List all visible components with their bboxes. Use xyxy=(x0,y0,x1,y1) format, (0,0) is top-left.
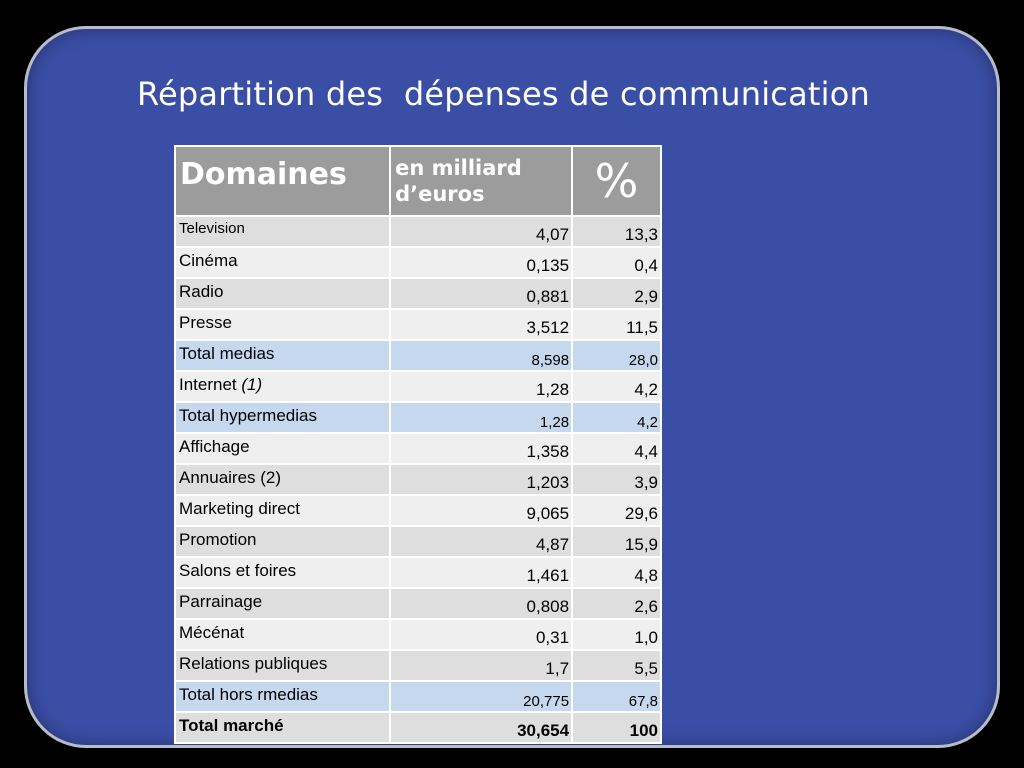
row-label-text: Total hors rmedias xyxy=(179,685,318,704)
slide-panel: Répartition des dépenses de communicatio… xyxy=(24,26,1000,748)
row-value: 0,31 xyxy=(389,618,574,651)
row-percent: 2,6 xyxy=(571,587,662,620)
table-row: Cinéma 0,135 0,4 xyxy=(173,246,662,279)
row-label-text: Total hypermedias xyxy=(179,406,317,425)
header-percent: % xyxy=(571,145,662,217)
table-row: Internet (1) 1,28 4,2 xyxy=(173,370,662,403)
row-label: Cinéma xyxy=(173,246,392,279)
row-label-text: Promotion xyxy=(179,530,257,549)
header-domaines: Domaines xyxy=(173,145,392,217)
row-value: 1,461 xyxy=(389,556,574,589)
row-label-text: Total marché xyxy=(179,716,284,735)
row-percent: 28,0 xyxy=(571,339,662,372)
row-label-text: Total medias xyxy=(179,344,275,363)
table-row: Promotion 4,87 15,9 xyxy=(173,525,662,558)
row-percent: 1,0 xyxy=(571,618,662,651)
row-percent: 13,3 xyxy=(571,215,662,248)
table-row: Presse 3,512 11,5 xyxy=(173,308,662,341)
table-row: Marketing direct 9,065 29,6 xyxy=(173,494,662,527)
row-label: Salons et foires xyxy=(173,556,392,589)
row-label-text: Salons et foires xyxy=(179,561,297,580)
table-body: Television 4,07 13,3 Cinéma 0,135 0,4 Radio 0,8… xyxy=(173,215,662,744)
row-percent: 4,2 xyxy=(571,401,662,434)
row-value: 3,512 xyxy=(389,308,574,341)
row-label: Television xyxy=(173,215,392,248)
table-row: Television 4,07 13,3 xyxy=(173,215,662,248)
row-label: Total marché xyxy=(173,711,392,744)
row-value: 20,775 xyxy=(389,680,574,713)
row-value: 1,28 xyxy=(389,370,574,403)
row-value: 1,358 xyxy=(389,432,574,465)
row-value: 1,7 xyxy=(389,649,574,682)
row-label: Total hors rmedias xyxy=(173,680,392,713)
row-percent: 3,9 xyxy=(571,463,662,496)
table-row: Parrainage 0,808 2,6 xyxy=(173,587,662,620)
row-percent: 100 xyxy=(571,711,662,744)
slide-title: Répartition des dépenses de communicatio… xyxy=(137,75,871,113)
table-row: Radio 0,881 2,9 xyxy=(173,277,662,310)
row-label: Mécénat xyxy=(173,618,392,651)
table-row: Relations publiques 1,7 5,5 xyxy=(173,649,662,682)
row-percent: 0,4 xyxy=(571,246,662,279)
row-label: Parrainage xyxy=(173,587,392,620)
row-percent: 15,9 xyxy=(571,525,662,558)
row-value: 1,203 xyxy=(389,463,574,496)
row-label-text: Relations publiques xyxy=(179,654,328,673)
row-percent: 29,6 xyxy=(571,494,662,527)
row-value: 1,28 xyxy=(389,401,574,434)
row-value: 0,881 xyxy=(389,277,574,310)
table-row: Total hypermedias 1,28 4,2 xyxy=(173,401,662,434)
row-label-text: Marketing direct xyxy=(179,499,300,518)
table-row: Annuaires (2) 1,203 3,9 xyxy=(173,463,662,496)
row-value: 8,598 xyxy=(389,339,574,372)
row-value: 0,808 xyxy=(389,587,574,620)
row-percent: 5,5 xyxy=(571,649,662,682)
row-percent: 11,5 xyxy=(571,308,662,341)
table-header-row: Domaines en milliard d’euros % xyxy=(173,145,662,217)
table-row: Affichage 1,358 4,4 xyxy=(173,432,662,465)
row-value: 4,07 xyxy=(389,215,574,248)
row-percent: 2,9 xyxy=(571,277,662,310)
row-label: Annuaires (2) xyxy=(173,463,392,496)
row-label-text: Cinéma xyxy=(179,251,238,270)
row-label-text: Affichage xyxy=(179,437,250,456)
table-row: Total hors rmedias 20,775 67,8 xyxy=(173,680,662,713)
row-value: 9,065 xyxy=(389,494,574,527)
row-label: Radio xyxy=(173,277,392,310)
header-valeur: en milliard d’euros xyxy=(389,145,574,217)
row-percent: 67,8 xyxy=(571,680,662,713)
table-row: Salons et foires 1,461 4,8 xyxy=(173,556,662,589)
row-value: 30,654 xyxy=(389,711,574,744)
row-label: Total hypermedias xyxy=(173,401,392,434)
row-percent: 4,8 xyxy=(571,556,662,589)
table-row: Total medias 8,598 28,0 xyxy=(173,339,662,372)
row-label-text: Presse xyxy=(179,313,232,332)
row-label: Promotion xyxy=(173,525,392,558)
row-label-text: Television xyxy=(179,220,245,237)
row-label-text: Radio xyxy=(179,282,224,301)
row-label: Affichage xyxy=(173,432,392,465)
row-label-text: Parrainage xyxy=(179,592,263,611)
expenses-table: Domaines en milliard d’euros % Televisio… xyxy=(173,145,662,744)
row-value: 0,135 xyxy=(389,246,574,279)
row-label-text: Internet xyxy=(179,375,242,394)
row-label-text: Annuaires (2) xyxy=(179,468,282,487)
row-value: 4,87 xyxy=(389,525,574,558)
table-row: Mécénat 0,31 1,0 xyxy=(173,618,662,651)
row-label-text: Mécénat xyxy=(179,623,245,642)
row-label: Marketing direct xyxy=(173,494,392,527)
row-label: Internet (1) xyxy=(173,370,392,403)
row-label: Total medias xyxy=(173,339,392,372)
row-percent: 4,2 xyxy=(571,370,662,403)
row-label: Relations publiques xyxy=(173,649,392,682)
row-label: Presse xyxy=(173,308,392,341)
table-row: Total marché 30,654 100 xyxy=(173,711,662,744)
row-label-note: (1) xyxy=(241,375,263,394)
row-percent: 4,4 xyxy=(571,432,662,465)
